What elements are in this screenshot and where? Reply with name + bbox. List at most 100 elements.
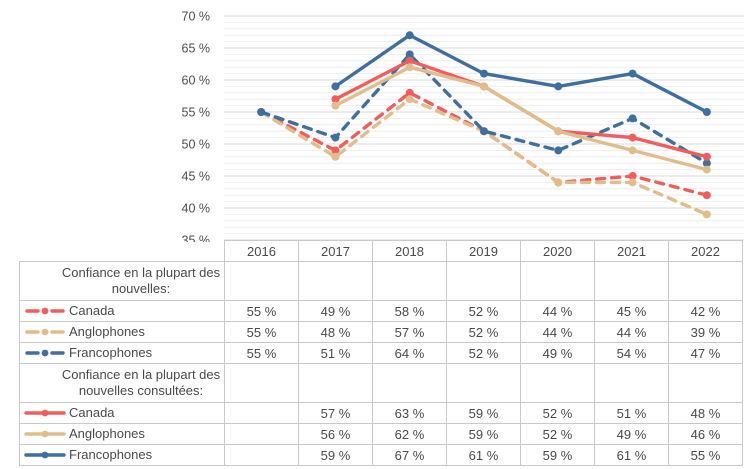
group-header-label: Confiance en la plupart des nouvelles: (19, 261, 225, 301)
empty-cell (224, 261, 299, 301)
series-label-cell: Francophones (19, 444, 225, 466)
year-column-header: 2016 (224, 240, 299, 262)
value-cell: 48 % (298, 321, 373, 343)
data-point (628, 172, 637, 180)
data-point (257, 108, 266, 116)
data-point (405, 50, 414, 59)
y-axis-tick-label: 40 % (182, 202, 211, 216)
value-cell: 49 % (594, 423, 669, 445)
series-label-cell: Canada (19, 300, 225, 322)
data-point (628, 146, 637, 155)
value-cell: 59 % (298, 444, 373, 466)
data-point (702, 152, 711, 161)
legend-dashed-line-icon (25, 307, 65, 315)
value-cell: 55 % (224, 342, 299, 364)
data-point (405, 31, 414, 40)
series-label: Anglophones (69, 324, 145, 340)
value-cell (224, 423, 299, 445)
series-legend: Anglophones (24, 324, 145, 339)
series-legend: Francophones (24, 345, 152, 360)
value-cell: 61 % (446, 444, 521, 466)
value-cell: 59 % (520, 444, 595, 466)
data-table: 2016 2017 2018 2019 2020 2021 2022 Confiance en… (19, 240, 743, 466)
series-row: Canada 57 % 63 % 59 % 52 % 51 % 48 % (19, 402, 743, 424)
series-row: Canada 55 % 49 % 58 % 52 % 44 % 45 % 42 % (19, 300, 743, 322)
data-point (405, 88, 414, 97)
data-point (554, 178, 563, 187)
y-axis-tick-label: 35 % (182, 234, 211, 243)
series-row: Anglophones 55 % 48 % 57 % 52 % 44 % 44 % 39 % (19, 321, 743, 343)
value-cell: 51 % (298, 342, 373, 364)
value-cell: 44 % (520, 300, 595, 322)
legend-solid-line-icon (24, 430, 66, 438)
value-cell: 55 % (224, 321, 299, 343)
year-column-header: 2017 (298, 240, 373, 262)
value-cell: 59 % (446, 402, 521, 424)
empty-cell (298, 261, 373, 301)
value-cell: 57 % (372, 321, 447, 343)
legend-dashed-line-icon (25, 328, 65, 336)
series-line-anglophones-solid (333, 65, 709, 172)
value-cell: 44 % (594, 321, 669, 343)
data-point (405, 95, 414, 104)
value-cell (224, 444, 299, 466)
y-axis-tick-label: 60 % (182, 74, 211, 88)
value-cell: 48 % (668, 402, 743, 424)
data-table-wrapper: 2016 2017 2018 2019 2020 2021 2022 Confiance en… (19, 240, 743, 466)
empty-cell (224, 363, 299, 403)
value-cell: 57 % (298, 402, 373, 424)
value-cell: 59 % (446, 423, 521, 445)
series-label-cell: Anglophones (19, 423, 225, 445)
value-cell: 52 % (446, 321, 521, 343)
series-legend: Canada (24, 405, 115, 420)
empty-cell (594, 261, 669, 301)
data-point (405, 63, 414, 72)
data-point (331, 101, 340, 110)
value-cell: 55 % (668, 444, 743, 466)
year-column-header: 2020 (520, 240, 595, 262)
group-header-row: Confiance en la plupart des nouvelles co… (19, 363, 743, 403)
legend-solid-line-icon (24, 409, 66, 417)
value-cell: 47 % (668, 342, 743, 364)
value-cell: 45 % (594, 300, 669, 322)
data-point (331, 82, 340, 91)
value-cell: 64 % (372, 342, 447, 364)
series-label: Canada (69, 405, 115, 421)
data-point (702, 165, 711, 174)
series-label: Francophones (69, 345, 153, 361)
data-point (331, 146, 340, 155)
empty-cell (372, 363, 447, 403)
data-point (331, 152, 340, 161)
value-cell: 56 % (298, 423, 373, 445)
data-point (480, 69, 488, 78)
year-column-header: 2022 (668, 240, 743, 262)
data-point (628, 69, 637, 78)
data-point (702, 191, 711, 200)
series-label: Canada (69, 303, 115, 319)
series-legend: Canada (24, 303, 115, 318)
value-cell: 54 % (594, 342, 669, 364)
table-corner-cell (20, 241, 225, 262)
legend-dashed-line-icon (25, 349, 65, 357)
year-header-row: 2016 2017 2018 2019 2020 2021 2022 (20, 240, 743, 262)
empty-cell (446, 261, 521, 301)
value-cell: 62 % (372, 423, 447, 445)
empty-cell (520, 363, 595, 403)
data-point (628, 178, 637, 187)
empty-cell (668, 261, 743, 301)
data-point (702, 108, 711, 116)
value-cell: 52 % (446, 342, 521, 364)
value-cell: 49 % (520, 342, 595, 364)
series-label-cell: Canada (19, 402, 225, 424)
y-axis-tick-label: 70 % (182, 10, 211, 24)
value-cell (224, 402, 299, 424)
empty-cell (594, 363, 669, 403)
group-header-label: Confiance en la plupart des nouvelles co… (19, 363, 225, 403)
series-line-francophones-solid (333, 33, 709, 114)
data-point (331, 95, 340, 104)
series-row: Francophones 55 % 51 % 64 % 52 % 49 % 54 % 47 % (19, 342, 743, 364)
value-cell: 61 % (594, 444, 669, 466)
value-cell: 44 % (520, 321, 595, 343)
empty-cell (520, 261, 595, 301)
